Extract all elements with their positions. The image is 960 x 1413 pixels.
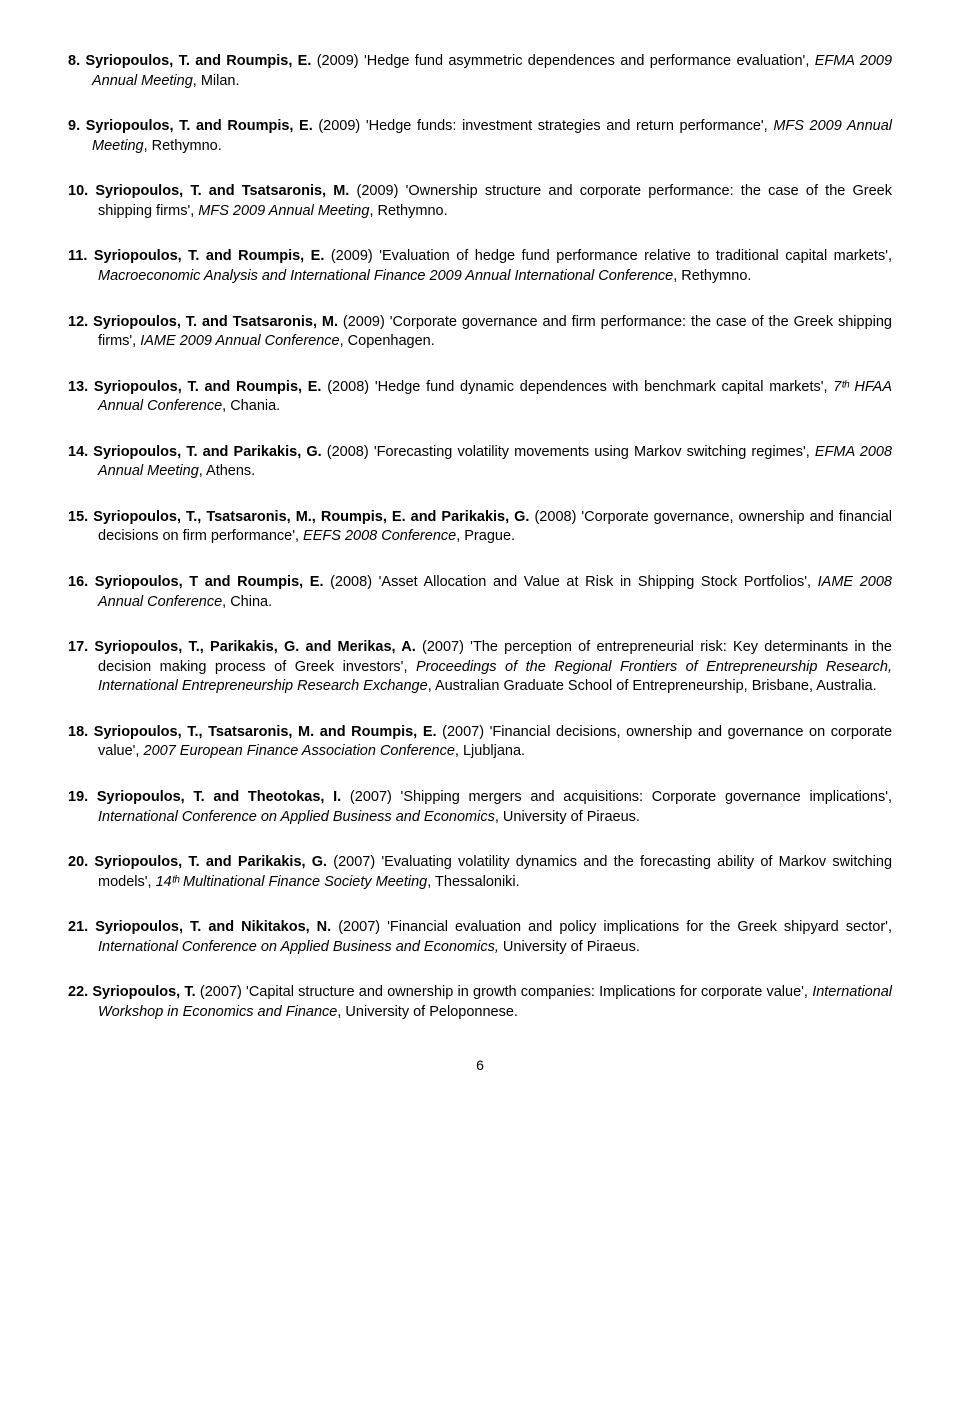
entry-tail: , Copenhagen. [340,333,435,349]
entry-authors: Syriopoulos, T. and Nikitakos, N. [95,919,331,935]
entry-venue: Macroeconomic Analysis and International… [98,268,673,284]
entry-venue: EEFS 2008 Conference [303,528,456,544]
entry-title: (2008) 'Asset Allocation and Value at Ri… [323,574,817,590]
reference-entry: 9. Syriopoulos, T. and Roumpis, E. (2009… [68,117,892,156]
entry-title: (2008) 'Hedge fund dynamic dependences w… [321,379,833,395]
entry-venue: 2007 European Finance Association Confer… [144,743,455,759]
entry-authors: Syriopoulos, T. [92,984,195,1000]
entry-venue: International Conference on Applied Busi… [98,939,499,955]
entry-tail: , Rethymno. [369,203,447,219]
entry-title: (2009) 'Hedge funds: investment strategi… [313,118,774,134]
entry-tail: , Australian Graduate School of Entrepre… [428,678,877,694]
entry-authors: Syriopoulos, T. and Parikakis, G. [94,854,327,870]
entry-authors: Syriopoulos, T. and Roumpis, E. [86,118,313,134]
entry-tail: , University of Piraeus. [495,809,640,825]
reference-entry: 10. Syriopoulos, T. and Tsatsaronis, M. … [68,182,892,221]
entry-tail: , Rethymno. [144,138,222,154]
entry-authors: Syriopoulos, T. and Theotokas, I. [97,789,341,805]
entry-authors: Syriopoulos, T. and Roumpis, E. [94,248,325,264]
reference-entry: 13. Syriopoulos, T. and Roumpis, E. (200… [68,378,892,417]
reference-entry: 15. Syriopoulos, T., Tsatsaronis, M., Ro… [68,508,892,547]
entry-authors: Syriopoulos, T., Tsatsaronis, M., Roumpi… [93,509,529,525]
entry-tail: , University of Peloponnese. [337,1004,518,1020]
entry-number: 8. [68,53,80,69]
reference-entry: 11. Syriopoulos, T. and Roumpis, E. (200… [68,247,892,286]
entry-tail: , Milan. [193,73,240,89]
page-number: 6 [68,1056,892,1075]
entry-number: 13. [68,379,88,395]
entry-number: 16. [68,574,88,590]
entry-tail: , Prague. [456,528,515,544]
entry-venue: 14ᵗʰ Multinational Finance Society Meeti… [156,874,428,890]
entry-number: 12. [68,314,88,330]
entry-tail: , Ljubljana. [455,743,525,759]
entry-tail: , China. [222,594,272,610]
entry-venue: MFS 2009 Annual Meeting [198,203,369,219]
entry-number: 11. [68,248,87,264]
reference-entry: 22. Syriopoulos, T. (2007) 'Capital stru… [68,983,892,1022]
entry-title: (2008) 'Forecasting volatility movements… [322,444,815,460]
entry-title: (2007) 'Capital structure and ownership … [196,984,812,1000]
entry-venue: International Conference on Applied Busi… [98,809,495,825]
entry-tail: University of Piraeus. [499,939,640,955]
entry-venue: IAME 2009 Annual Conference [140,333,339,349]
reference-entry: 16. Syriopoulos, T and Roumpis, E. (2008… [68,573,892,612]
entry-title: (2007) 'Shipping mergers and acquisition… [341,789,892,805]
entry-tail: , Athens. [199,463,255,479]
entry-authors: Syriopoulos, T. and Tsatsaronis, M. [95,183,349,199]
entry-tail: , Rethymno. [673,268,751,284]
entry-number: 17. [68,639,88,655]
entry-tail: , Chania. [222,398,280,414]
entry-number: 20. [68,854,88,870]
entry-authors: Syriopoulos, T. and Tsatsaronis, M. [93,314,338,330]
entry-number: 9. [68,118,80,134]
reference-entry: 14. Syriopoulos, T. and Parikakis, G. (2… [68,443,892,482]
reference-entry: 19. Syriopoulos, T. and Theotokas, I. (2… [68,788,892,827]
entry-authors: Syriopoulos, T. and Roumpis, E. [94,379,322,395]
entry-number: 21. [68,919,88,935]
entry-authors: Syriopoulos, T. and Roumpis, E. [85,53,311,69]
entry-authors: Syriopoulos, T. and Parikakis, G. [93,444,321,460]
entry-title: (2009) 'Hedge fund asymmetric dependence… [311,53,814,69]
reference-entry: 12. Syriopoulos, T. and Tsatsaronis, M. … [68,313,892,352]
entry-number: 14. [68,444,88,460]
entry-authors: Syriopoulos, T., Parikakis, G. and Merik… [94,639,415,655]
entry-number: 18. [68,724,88,740]
entry-tail: , Thessaloniki. [427,874,519,890]
entry-title: (2007) 'Financial evaluation and policy … [331,919,892,935]
reference-list: 8. Syriopoulos, T. and Roumpis, E. (2009… [68,52,892,1022]
reference-entry: 18. Syriopoulos, T., Tsatsaronis, M. and… [68,723,892,762]
entry-number: 19. [68,789,88,805]
reference-entry: 17. Syriopoulos, T., Parikakis, G. and M… [68,638,892,697]
entry-authors: Syriopoulos, T and Roumpis, E. [95,574,324,590]
reference-entry: 21. Syriopoulos, T. and Nikitakos, N. (2… [68,918,892,957]
entry-number: 22. [68,984,88,1000]
entry-authors: Syriopoulos, T., Tsatsaronis, M. and Rou… [94,724,437,740]
reference-entry: 20. Syriopoulos, T. and Parikakis, G. (2… [68,853,892,892]
reference-entry: 8. Syriopoulos, T. and Roumpis, E. (2009… [68,52,892,91]
entry-number: 15. [68,509,88,525]
entry-title: (2009) 'Evaluation of hedge fund perform… [324,248,892,264]
entry-number: 10. [68,183,88,199]
